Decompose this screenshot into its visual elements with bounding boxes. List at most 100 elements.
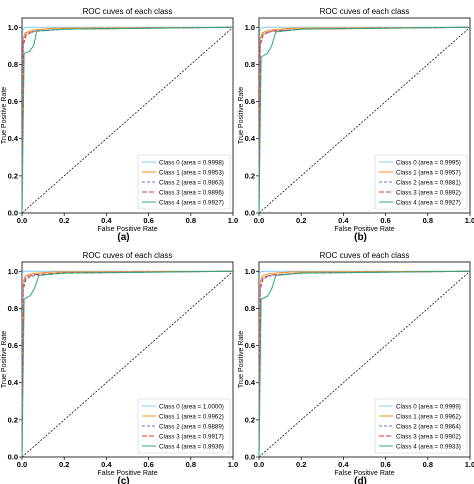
legend-label-class-0: Class 0 (area = 0.9995)	[396, 159, 461, 166]
y-tick-label: 0.8	[8, 60, 18, 69]
y-tick-label: 0.0	[8, 209, 18, 218]
legend-box	[137, 398, 231, 454]
y-tick-label: 1.0	[245, 23, 255, 32]
y-tick-label: 0.2	[245, 415, 255, 424]
legend-label-class-3: Class 3 (area = 0.9896)	[159, 189, 224, 196]
roc-series-class-4	[21, 270, 234, 458]
chart-title: ROC cuves of each class	[83, 251, 173, 260]
x-tick-label: 0.6	[143, 460, 153, 469]
roc-series-class-4	[21, 26, 234, 214]
y-tick-label: 0.2	[8, 171, 18, 180]
x-tick-label: 0.8	[423, 216, 433, 225]
y-tick-label: 1.0	[8, 23, 18, 32]
x-tick-label: 1.0	[465, 460, 474, 469]
chart-title: ROC cuves of each class	[320, 7, 410, 16]
x-axis-label: False Positive Rate	[334, 470, 394, 477]
y-axis-label: True Positive Rate	[1, 87, 8, 144]
roc-chart-3: ROC cuves of each class 0.0 0.2 0.4 0.6 0.8 1.…	[238, 251, 474, 484]
x-tick-label: 1.0	[228, 216, 238, 225]
x-tick-label: 0.0	[17, 460, 27, 469]
x-tick-label: 0.0	[17, 216, 27, 225]
x-tick-label: 0.4	[101, 216, 112, 225]
x-tick-label: 0.0	[254, 460, 264, 469]
subfigure-caption: (b)	[354, 232, 367, 243]
legend-label-class-1: Class 1 (area = 0.9957)	[396, 169, 461, 176]
y-tick-label: 0.6	[245, 341, 255, 350]
x-tick-label: 0.4	[338, 460, 349, 469]
legend-label-class-1: Class 1 (area = 0.9953)	[159, 169, 224, 176]
subfigure-caption: (d)	[354, 476, 367, 484]
x-tick-label: 0.2	[296, 460, 306, 469]
chart-title: ROC cuves of each class	[320, 251, 410, 260]
legend-label-class-0: Class 0 (area = 0.9999)	[396, 403, 461, 410]
diagonal-reference-line	[258, 27, 471, 214]
legend-label-class-4: Class 4 (area = 0.9927)	[159, 199, 224, 206]
x-tick-label: 0.4	[338, 216, 349, 225]
y-tick-label: 0.4	[8, 134, 19, 143]
x-tick-label: 0.6	[380, 216, 390, 225]
x-tick-label: 1.0	[228, 460, 238, 469]
legend-label-class-2: Class 2 (area = 0.9863)	[159, 179, 224, 186]
roc-chart-0: ROC cuves of each class 0.0 0.2 0.4 0.6 0.8 1.…	[1, 7, 238, 243]
legend-label-class-4: Class 4 (area = 0.9936)	[159, 443, 224, 450]
x-axis-label: False Positive Rate	[334, 226, 394, 233]
y-tick-label: 1.0	[8, 267, 18, 276]
legend-label-class-1: Class 1 (area = 0.9962)	[396, 413, 461, 420]
y-tick-label: 0.2	[245, 171, 255, 180]
subfigure-caption: (c)	[117, 476, 129, 484]
diagonal-reference-line	[21, 271, 234, 458]
x-tick-label: 0.0	[254, 216, 264, 225]
legend-box	[137, 154, 231, 210]
y-tick-label: 0.0	[8, 453, 18, 462]
legend-label-class-1: Class 1 (area = 0.9962)	[159, 413, 224, 420]
x-tick-label: 0.8	[186, 460, 196, 469]
legend-box	[374, 398, 468, 454]
y-tick-label: 0.6	[8, 97, 18, 106]
x-tick-label: 0.2	[296, 216, 306, 225]
x-tick-label: 0.6	[380, 460, 390, 469]
y-tick-label: 0.8	[245, 304, 255, 313]
x-tick-label: 0.2	[59, 216, 69, 225]
legend: Class 0 (area = 0.9995) Class 1 (area = 0…	[374, 154, 468, 210]
x-axis-label: False Positive Rate	[97, 470, 157, 477]
chart-title: ROC cuves of each class	[83, 7, 173, 16]
legend-label-class-0: Class 0 (area = 0.9998)	[159, 159, 224, 166]
y-tick-label: 0.2	[8, 415, 18, 424]
legend: Class 0 (area = 0.9998) Class 1 (area = 0…	[137, 154, 231, 210]
roc-series-class-4	[258, 270, 471, 458]
roc-chart-1: ROC cuves of each class 0.0 0.2 0.4 0.6 0.8 1.…	[238, 7, 474, 243]
x-tick-label: 1.0	[465, 216, 474, 225]
legend-box	[374, 154, 468, 210]
legend: Class 0 (area = 1.0000) Class 1 (area = 0…	[137, 398, 231, 454]
y-axis-label: True Positive Rate	[238, 331, 245, 388]
y-tick-label: 0.8	[245, 60, 255, 69]
diagonal-reference-line	[21, 27, 234, 214]
legend-label-class-2: Class 2 (area = 0.9864)	[396, 423, 461, 430]
y-tick-label: 0.0	[245, 453, 255, 462]
roc-chart-2: ROC cuves of each class 0.0 0.2 0.4 0.6 0.8 1.…	[1, 251, 238, 484]
roc-series-class-4	[258, 26, 471, 214]
x-tick-label: 0.2	[59, 460, 69, 469]
y-tick-label: 0.4	[8, 378, 19, 387]
legend-label-class-3: Class 3 (area = 0.9892)	[396, 189, 461, 196]
legend-label-class-2: Class 2 (area = 0.9889)	[159, 423, 224, 430]
x-tick-label: 0.8	[423, 460, 433, 469]
legend-label-class-4: Class 4 (area = 0.9933)	[396, 443, 461, 450]
y-tick-label: 0.8	[8, 304, 18, 313]
diagonal-reference-line	[258, 271, 471, 458]
x-tick-label: 0.8	[186, 216, 196, 225]
x-tick-label: 0.4	[101, 460, 112, 469]
subfigure-caption: (a)	[117, 232, 129, 243]
legend: Class 0 (area = 0.9999) Class 1 (area = 0…	[374, 398, 468, 454]
y-axis-label: True Positive Rate	[1, 331, 8, 388]
y-tick-label: 0.0	[245, 209, 255, 218]
y-tick-label: 0.6	[8, 341, 18, 350]
x-tick-label: 0.6	[143, 216, 153, 225]
legend-label-class-4: Class 4 (area = 0.9927)	[396, 199, 461, 206]
y-tick-label: 0.4	[245, 134, 256, 143]
x-axis-label: False Positive Rate	[97, 226, 157, 233]
legend-label-class-0: Class 0 (area = 1.0000)	[159, 403, 224, 410]
legend-label-class-3: Class 3 (area = 0.9902)	[396, 433, 461, 440]
y-axis-label: True Positive Rate	[238, 87, 245, 144]
